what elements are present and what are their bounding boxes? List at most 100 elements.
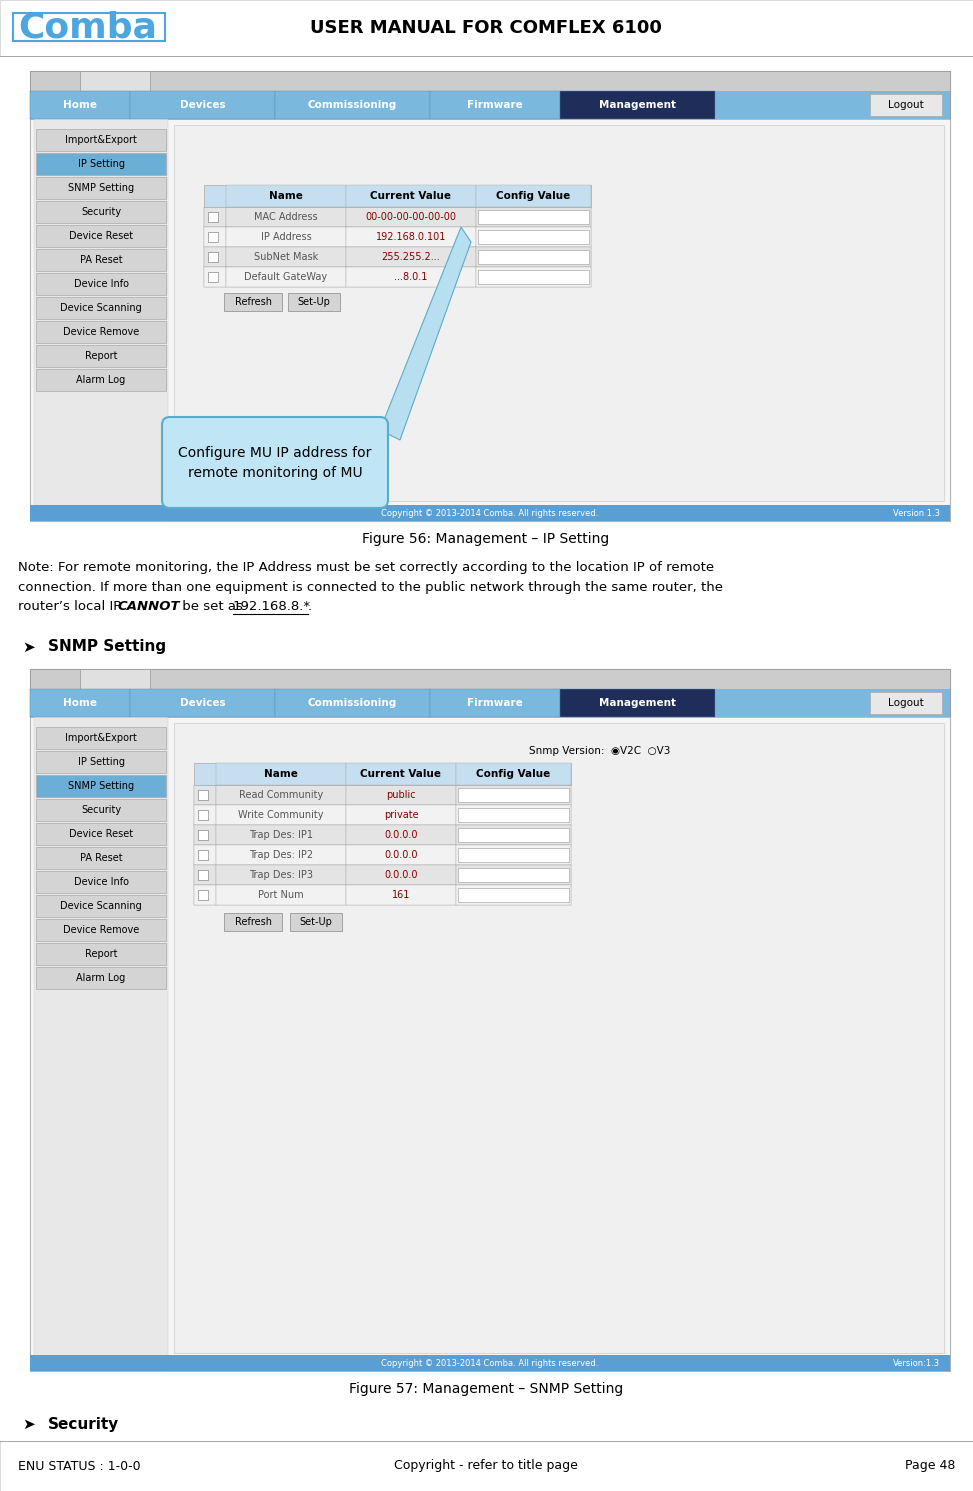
Bar [30,689,950,717]
Bar [346,825,456,845]
Text: IP Setting: IP Setting [78,757,125,766]
Bar [216,763,346,784]
Text: Write Community: Write Community [238,810,324,820]
Bar [30,91,950,119]
Text: SubNet Mask: SubNet Mask [254,252,318,262]
Bar [36,344,166,367]
Bar [34,119,168,520]
Bar [216,886,346,905]
Bar [346,185,476,207]
Bar [30,669,950,689]
Bar [224,912,282,930]
Bar [560,91,715,119]
Bar [36,847,166,869]
Bar [30,669,950,1372]
Bar [346,207,476,227]
Text: 192.168.0.101: 192.168.0.101 [376,233,447,242]
Bar [456,825,571,845]
Text: be set as: be set as [178,601,247,613]
Text: Home: Home [63,100,97,110]
Text: 161: 161 [392,890,411,901]
Bar [30,505,950,520]
Bar [226,267,346,286]
Text: Name: Name [270,191,303,201]
Text: Management: Management [599,100,676,110]
Text: Trap Des: IP2: Trap Des: IP2 [249,850,313,860]
Text: Name: Name [264,769,298,778]
Bar [458,789,569,802]
Text: Config Value: Config Value [496,191,570,201]
Text: 0.0.0.0: 0.0.0.0 [384,850,417,860]
Bar [36,895,166,917]
Bar [458,828,569,842]
Bar [478,270,589,283]
Bar [430,689,560,717]
Text: Comba: Comba [18,10,157,45]
Bar [36,297,166,319]
Text: CANNOT: CANNOT [118,601,181,613]
Text: USER MANUAL FOR COMFLEX 6100: USER MANUAL FOR COMFLEX 6100 [310,19,662,37]
Bar [290,912,342,930]
Bar [226,248,346,267]
Bar [476,185,591,207]
Polygon shape [380,227,471,440]
Text: Alarm Log: Alarm Log [76,974,126,983]
Bar [36,751,166,772]
Text: connection. If more than one equipment is connected to the public network throug: connection. If more than one equipment i… [18,580,723,593]
Bar [346,845,456,865]
Text: Logout: Logout [888,100,924,110]
Text: Trap Des: IP3: Trap Des: IP3 [249,871,313,880]
Text: Copyright © 2013-2014 Comba. All rights reserved.: Copyright © 2013-2014 Comba. All rights … [381,1358,598,1367]
Text: Import&Export: Import&Export [65,734,137,743]
Bar [194,805,216,825]
Text: public: public [386,790,415,801]
Bar [204,227,591,248]
Bar [30,72,950,91]
Bar [36,775,166,798]
FancyBboxPatch shape [162,417,388,508]
Text: remote monitoring of MU: remote monitoring of MU [188,465,362,480]
Bar [204,227,226,248]
Bar [194,886,216,905]
Bar [476,227,591,248]
Bar [208,233,218,242]
Text: ➤: ➤ [22,640,35,655]
Bar [36,823,166,845]
Bar [198,790,208,801]
Bar [478,230,589,245]
Text: Firmware: Firmware [467,100,523,110]
Bar [30,689,130,717]
Text: IP Setting: IP Setting [78,160,125,168]
Bar [216,805,346,825]
Bar [194,886,571,905]
Text: Commissioning: Commissioning [307,698,397,708]
Bar [478,210,589,224]
Bar [204,207,226,227]
Bar [216,825,346,845]
Text: Page 48: Page 48 [905,1460,955,1473]
Text: Security: Security [81,207,121,218]
Text: Version:1.3: Version:1.3 [893,1358,940,1367]
Bar [34,717,168,1372]
Bar [36,728,166,748]
Text: ENU STATUS : 1-0-0: ENU STATUS : 1-0-0 [18,1460,141,1473]
Bar [36,154,166,174]
Text: SNMP Setting: SNMP Setting [68,183,134,192]
Bar [346,886,456,905]
Text: private: private [383,810,418,820]
Bar [30,72,950,520]
Bar [174,723,944,1352]
Bar [130,91,275,119]
Bar [36,130,166,151]
Text: Security: Security [48,1416,120,1431]
Bar [194,763,571,784]
Text: 00-00-00-00-00-00: 00-00-00-00-00-00 [366,212,456,222]
Bar [208,212,218,222]
Bar [456,845,571,865]
Bar [204,248,226,267]
Text: Home: Home [63,698,97,708]
Bar [204,248,591,267]
Bar [36,321,166,343]
Bar [130,689,275,717]
Text: Default GateWay: Default GateWay [244,271,328,282]
